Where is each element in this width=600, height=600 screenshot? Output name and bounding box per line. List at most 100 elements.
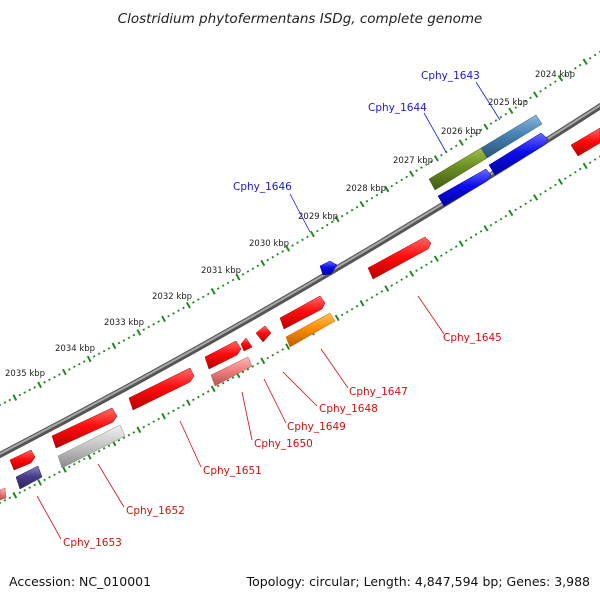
bottom-scale-major-tick [285,343,291,350]
label-cphy-1647[interactable]: Cphy_1647 [349,386,408,398]
top-scale-major-tick [37,381,42,389]
top-scale-minor-tick [48,378,51,381]
top-scale-major-tick [433,155,439,162]
gene-blue-a[interactable] [488,132,549,176]
label-cphy-1651[interactable]: Cphy_1651 [203,465,262,477]
bottom-scale-minor-tick [554,183,557,187]
top-scale-minor-tick [201,295,205,299]
leader-cphy-1648 [282,371,318,407]
bottom-scale-minor-tick [157,417,160,421]
gene-cphy-1651[interactable] [128,367,195,411]
top-scale-minor-tick [400,178,404,182]
bottom-scale-minor-tick [18,491,22,494]
top-scale-minor-tick [479,128,483,132]
bottom-scale-minor-tick [345,310,349,314]
bottom-scale-minor-tick [172,409,175,413]
top-scale-minor-tick [142,328,146,331]
top-scale-major-tick [86,355,92,363]
top-scale-major-tick [582,58,588,65]
bottom-scale-minor-tick [276,351,279,354]
top-scale-minor-tick [117,341,121,345]
gene-cphy-1647[interactable] [285,312,336,348]
bottom-scale-minor-tick [182,404,185,407]
top-scale-minor-tick [365,199,369,203]
bottom-scale-minor-tick [430,260,433,263]
bottom-scale-major-tick [582,162,588,170]
top-scale-minor-tick [276,253,279,256]
label-cphy-1646[interactable]: Cphy_1646 [233,181,292,193]
genome-summary-text: Topology: circular; Length: 4,847,594 bp… [246,574,590,589]
bottom-scale-minor-tick [370,296,374,299]
bottom-scale-minor-tick [33,483,36,487]
gene-red-c[interactable] [279,295,326,330]
label-cphy-1643[interactable]: Cphy_1643 [421,70,480,82]
scale-label-2028: 2028 kbp [346,184,386,194]
gene-cphy-1645[interactable] [367,236,432,280]
gene-salmon-edge[interactable] [0,487,7,501]
reverse-gene-labels: Cphy_1645 Cphy_1647 Cphy_1648 Cphy_1649 … [63,332,502,549]
label-cphy-1645[interactable]: Cphy_1645 [443,332,502,344]
label-cphy-1650[interactable]: Cphy_1650 [254,438,313,450]
bottom-scale-major-tick [260,357,266,365]
top-scale-major-tick [235,273,241,281]
gene-cphy-1652[interactable] [57,424,126,469]
top-scale-minor-tick [177,309,180,312]
bottom-scale-minor-tick [390,284,394,287]
label-cphy-1649[interactable]: Cphy_1649 [287,421,346,433]
bottom-scale-minor-tick [420,266,423,269]
bottom-scale-minor-tick [529,199,532,202]
top-scale-minor-tick [380,190,384,194]
bottom-scale-minor-tick [350,307,354,311]
label-cphy-1652[interactable]: Cphy_1652 [126,505,185,517]
bottom-scale-minor-tick [568,174,572,177]
gene-cphy-1644[interactable] [428,147,488,191]
label-cphy-1648[interactable]: Cphy_1648 [319,403,378,415]
top-scale-minor-tick [494,119,498,122]
bottom-scale-minor-tick [251,365,255,368]
gene-cphy-1650[interactable] [210,356,253,387]
bottom-scale-minor-tick [192,398,195,402]
top-scale-minor-tick [549,83,552,87]
gene-cphy-1646[interactable] [319,260,338,276]
bottom-scale-minor-tick [449,248,453,251]
bottom-scale-minor-tick [73,463,76,466]
label-cphy-1653[interactable]: Cphy_1653 [63,537,122,549]
gene-red-f[interactable] [9,449,36,471]
bottom-scale-minor-tick [23,488,26,492]
bottom-scale-minor-tick [201,393,205,396]
top-scale-minor-tick [107,347,111,350]
bottom-scale-minor-tick [68,465,71,469]
leader-cphy-1647 [320,348,349,389]
top-scale-minor-tick [281,250,284,253]
top-scale-minor-tick [539,90,542,93]
gene-cphy-1648[interactable] [255,325,272,343]
top-scale-minor-tick [167,314,170,318]
top-scale-minor-tick [593,53,597,57]
top-scale-minor-tick [152,323,155,326]
gene-blue-b[interactable] [437,168,492,207]
bottom-scale-minor-tick [474,233,478,236]
label-cphy-1644[interactable]: Cphy_1644 [368,102,427,114]
top-scale-minor-tick [251,267,255,270]
top-scale-minor-tick [147,325,151,329]
bottom-scale-major-tick [533,194,539,201]
top-scale-minor-tick [370,196,374,200]
top-scale-major-tick [458,139,464,146]
gene-cphy-1653[interactable] [15,465,43,490]
top-scale-minor-tick [221,284,225,287]
top-scale-minor-tick [519,103,523,106]
top-scale-minor-tick [554,80,557,83]
bottom-scale-minor-tick [549,186,552,190]
gene-cphy-1649[interactable] [240,337,253,352]
scale-label-2032: 2032 kbp [152,292,192,302]
top-scale-minor-tick [440,153,443,157]
map-title: Clostridium phytofermentans ISDg, comple… [118,11,483,27]
gene-red-d[interactable] [204,340,242,370]
top-scale-minor-tick [246,270,250,273]
top-scale-major-tick [384,185,390,193]
leader-cphy-1651 [179,420,202,468]
bottom-scale-major-tick [359,299,365,307]
gene-red-e[interactable] [51,407,118,449]
gene-cphy-red-right[interactable] [570,127,600,157]
